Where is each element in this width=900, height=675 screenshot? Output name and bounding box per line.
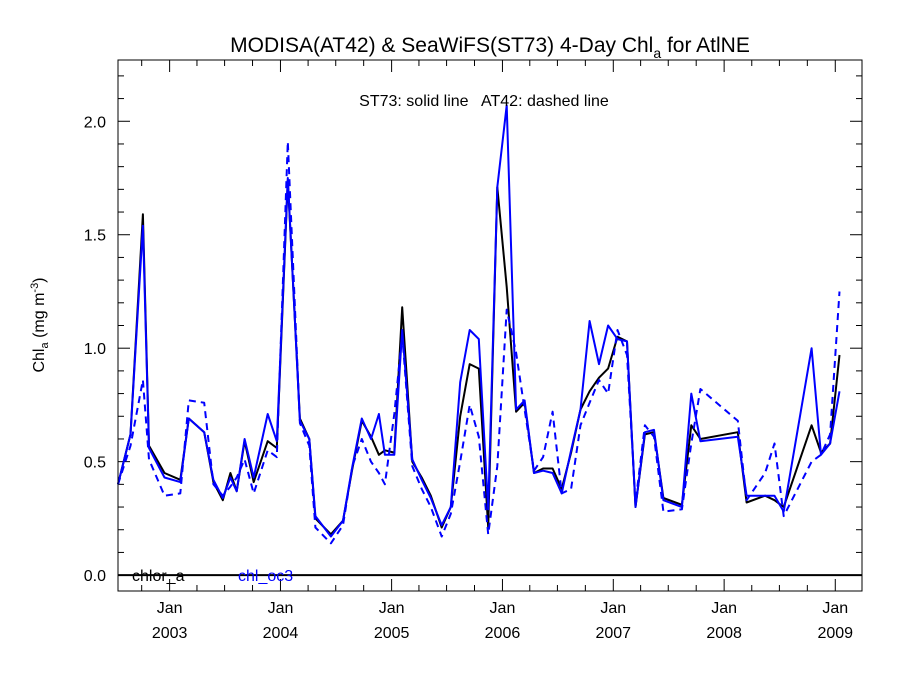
series-group bbox=[117, 104, 841, 545]
x-tick-label-month: Jan bbox=[379, 600, 405, 617]
x-tick-labels: Jan 2003 Jan 2004 Jan 2005 Jan 2006 Jan 2007 Jan 20… bbox=[152, 600, 853, 642]
y-tick-label: 1.5 bbox=[84, 228, 106, 245]
x-tick-label-month: Jan bbox=[711, 600, 737, 617]
x-tick-label-year: 2003 bbox=[152, 625, 188, 642]
x-tick-label-month: Jan bbox=[268, 600, 294, 617]
y-tick-label: 2.0 bbox=[84, 114, 106, 131]
y-axis-label: Chla (mg m-3) bbox=[29, 277, 51, 372]
line-style-annotation: ST73: solid line AT42: dashed line bbox=[359, 93, 609, 110]
x-tick-label-year: 2006 bbox=[485, 625, 521, 642]
x-tick-label-month: Jan bbox=[490, 600, 516, 617]
x-tick-label-year: 2004 bbox=[263, 625, 299, 642]
x-tick-label-month: Jan bbox=[600, 600, 626, 617]
x-tick-label-month: Jan bbox=[822, 600, 848, 617]
plot-area bbox=[117, 59, 863, 592]
chart-title: MODISA(AT42) & SeaWiFS(ST73) 4-Day Chla … bbox=[230, 34, 750, 61]
series-line-chl-oc3-st73 bbox=[117, 104, 841, 538]
x-tick-label-month: Jan bbox=[157, 600, 183, 617]
x-tick-label-year: 2007 bbox=[595, 625, 631, 642]
series-line-chlor-a-st73 bbox=[117, 179, 841, 536]
legend-chlor-a: chlor_a bbox=[132, 568, 185, 585]
x-tick-label-year: 2009 bbox=[817, 625, 853, 642]
x-tick-label-year: 2008 bbox=[706, 625, 742, 642]
plot-frame bbox=[117, 59, 863, 592]
x-tick-label-year: 2005 bbox=[374, 625, 410, 642]
y-tick-label: 0.5 bbox=[84, 455, 106, 472]
y-tick-label: 0.0 bbox=[84, 568, 106, 585]
axis-ticks bbox=[118, 60, 862, 591]
y-tick-labels: 0.0 0.5 1.0 1.5 2.0 bbox=[84, 114, 106, 585]
legend-chl-oc3: chl_oc3 bbox=[238, 568, 293, 585]
y-tick-label: 1.0 bbox=[84, 341, 106, 358]
